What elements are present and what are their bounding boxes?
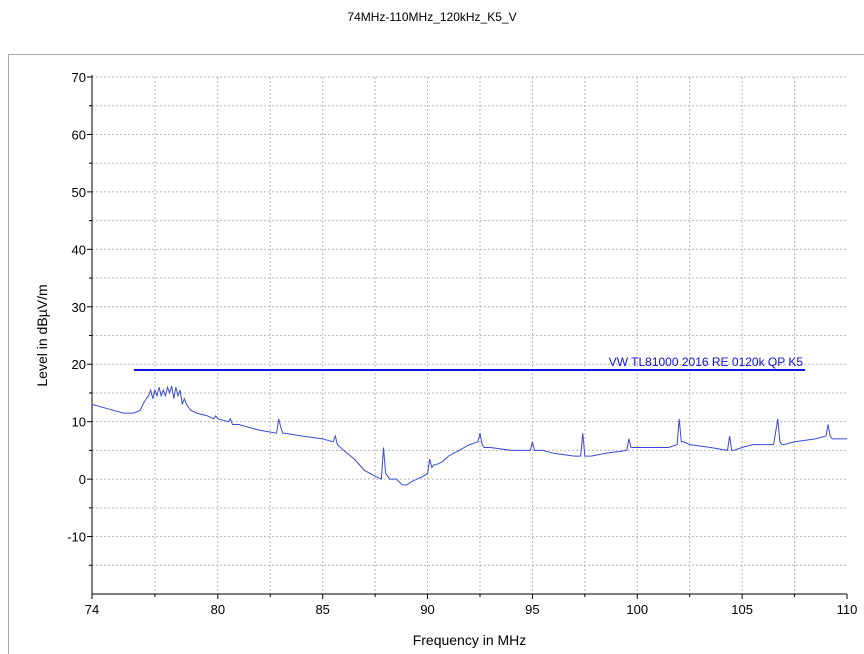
x-tick-label: 100 bbox=[626, 602, 648, 617]
x-tick-label: 80 bbox=[211, 602, 225, 617]
measurement-trace bbox=[91, 385, 847, 486]
y-tick-label: 30 bbox=[72, 300, 86, 315]
x-tick-label: 74 bbox=[85, 602, 99, 617]
y-axis-label: Level in dBµV/m bbox=[34, 284, 50, 386]
y-tick-label: 40 bbox=[72, 242, 86, 257]
y-tick-label: 60 bbox=[72, 127, 86, 142]
y-tick-label: 70 bbox=[72, 70, 86, 85]
y-tick-label: 10 bbox=[72, 415, 86, 430]
x-tick-label: 90 bbox=[420, 602, 434, 617]
y-tick-label: 20 bbox=[72, 357, 86, 372]
y-tick-label: -10 bbox=[67, 530, 86, 545]
y-tick-label: 50 bbox=[72, 185, 86, 200]
limit-label: VW TL81000 2016 RE 0120k QP K5 bbox=[609, 355, 804, 369]
plot-panel bbox=[8, 54, 864, 654]
series bbox=[91, 369, 847, 486]
chart-title: 74MHz-110MHz_120kHz_K5_V bbox=[347, 10, 517, 24]
tick-labels: -10 0 10 20 30 40 50 60 70 74 80 85 90 95 100 105 110 VW … bbox=[67, 70, 857, 617]
axes bbox=[87, 75, 848, 599]
x-axis-label: Frequency in MHz bbox=[413, 632, 527, 648]
grid bbox=[92, 76, 847, 594]
x-tick-label: 110 bbox=[837, 602, 858, 617]
y-tick-label: 0 bbox=[79, 472, 86, 487]
x-tick-label: 95 bbox=[525, 602, 539, 617]
x-tick-label: 105 bbox=[731, 602, 753, 617]
x-tick-label: 85 bbox=[315, 602, 329, 617]
